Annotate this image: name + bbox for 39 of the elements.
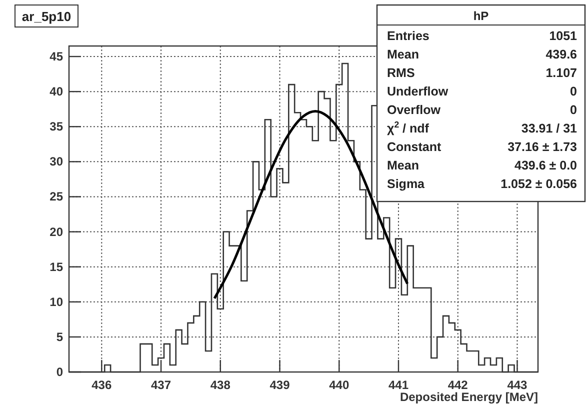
x-tick-label: 437 bbox=[151, 378, 172, 392]
annotation: Mean bbox=[387, 158, 419, 172]
annotation: Constant bbox=[387, 140, 442, 154]
x-tick-label: 441 bbox=[388, 378, 409, 392]
x-tick-label: 438 bbox=[210, 378, 231, 392]
text: 0 bbox=[570, 103, 578, 117]
annotation: 33.91 / 31 bbox=[521, 122, 578, 136]
y-tick-label: 30 bbox=[50, 154, 64, 169]
x-tick-label: 442 bbox=[448, 378, 468, 392]
annotation: Mean bbox=[387, 48, 419, 62]
annotation: χ$^{2}$ / ndf bbox=[387, 120, 430, 136]
y-tick-label: 10 bbox=[50, 294, 64, 309]
annotation: Sigma bbox=[387, 177, 426, 191]
x-tick-label: 440 bbox=[329, 378, 350, 392]
annotation: Overflow bbox=[387, 103, 441, 117]
y-tick-label: 15 bbox=[50, 260, 64, 274]
text: 0 bbox=[570, 84, 578, 98]
annotation: 439.6 ± 0.0 bbox=[514, 158, 578, 172]
y-tick-label: 40 bbox=[50, 84, 64, 99]
text: 439.6 bbox=[546, 48, 578, 62]
x-tick-label: 443 bbox=[507, 378, 528, 392]
x-tick-label: 439 bbox=[270, 378, 290, 392]
annotation: 37.16 ± 1.73 bbox=[508, 140, 578, 154]
annotation: RMS bbox=[387, 66, 415, 80]
chart-title: ar_5p10 bbox=[22, 9, 72, 24]
x-axis-title: Deposited Energy [MeV] bbox=[400, 390, 538, 404]
y-tick-label: 25 bbox=[50, 190, 64, 204]
y-tick-label: 0 bbox=[56, 365, 64, 379]
y-tick-label: 35 bbox=[50, 120, 64, 134]
text: 1.107 bbox=[546, 66, 578, 80]
text: 1051 bbox=[549, 29, 578, 43]
x-tick-label: 436 bbox=[92, 378, 112, 392]
annotation: 1.052 ± 0.056 bbox=[500, 177, 578, 191]
y-tick-label: 5 bbox=[56, 330, 64, 344]
text: hP bbox=[473, 9, 489, 23]
text: Entries bbox=[387, 29, 430, 43]
annotation: Underflow bbox=[387, 84, 448, 98]
y-tick-label: 20 bbox=[50, 224, 64, 239]
y-tick-label: 45 bbox=[50, 50, 64, 64]
